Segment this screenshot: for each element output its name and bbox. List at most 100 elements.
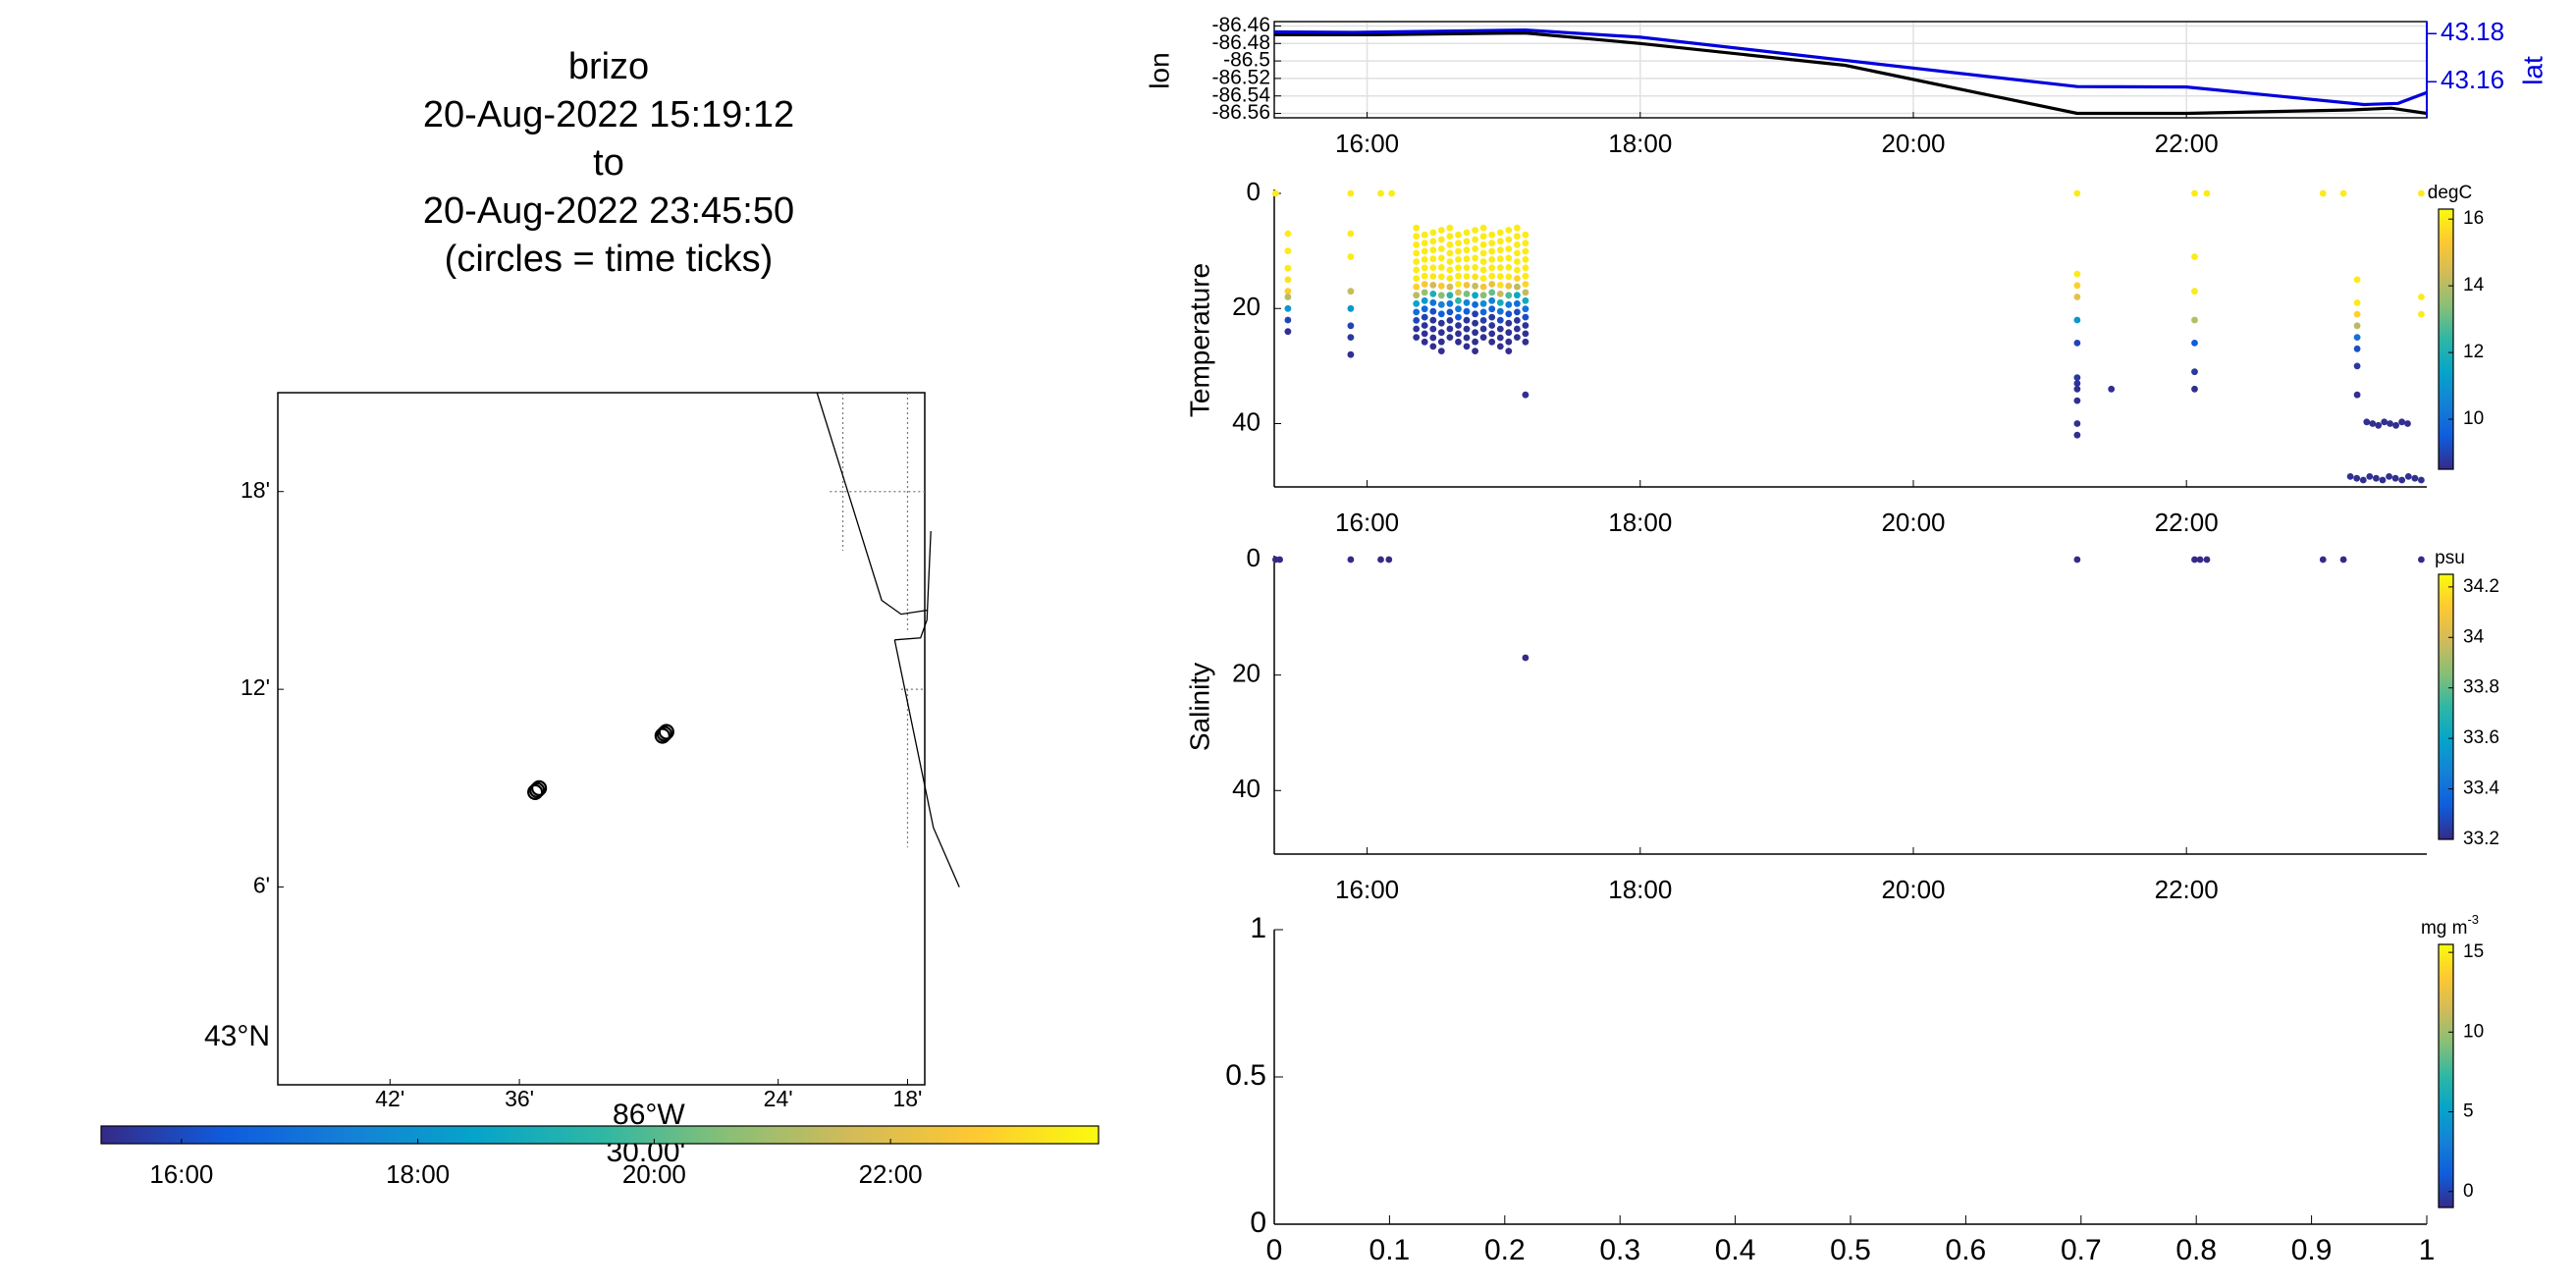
temperature-point: [2404, 420, 2411, 427]
temperature-point: [1514, 283, 1521, 291]
salinity-point: [2191, 556, 2198, 564]
salinity-point: [2203, 556, 2211, 564]
temperature-point: [1429, 325, 1437, 333]
temperature-point: [1514, 317, 1521, 324]
empty-panel-x-tick-label: 0.6: [1946, 1234, 1987, 1266]
temperature-point: [1496, 246, 1504, 254]
temperature-point: [1429, 307, 1437, 315]
salinity-point: [1377, 556, 1384, 564]
temperature-point: [1488, 338, 1496, 346]
temperature-point: [1488, 305, 1496, 313]
empty-panel-y-tick-label: 1: [1250, 912, 1266, 944]
temperature-point: [2353, 299, 2361, 306]
temperature-point: [1347, 322, 1355, 330]
temperature-point: [1472, 273, 1478, 281]
title-line-to: to: [593, 142, 624, 184]
temperature-point: [2381, 418, 2388, 426]
map-lat-degree-label: 43°N: [204, 1020, 270, 1052]
temperature-point: [1437, 310, 1445, 318]
temperature-point: [1522, 247, 1530, 255]
temperature-point: [1446, 241, 1454, 248]
salinity-point: [2339, 556, 2347, 564]
lat-line: [1273, 27, 2428, 107]
temperature-point: [1446, 325, 1454, 333]
temperature-point: [1421, 256, 1428, 263]
temperature-point: [1514, 292, 1521, 299]
temperature-point: [1496, 325, 1504, 333]
temperature-point: [2398, 418, 2406, 426]
temperature-point: [2391, 474, 2399, 482]
temperature-point: [2191, 288, 2198, 295]
temperature-point: [1429, 255, 1437, 263]
temperature-point: [1446, 266, 1454, 274]
figure-title: brizo 20-Aug-2022 15:19:12 to 20-Aug-202…: [402, 43, 815, 284]
temperature-point: [1488, 330, 1496, 338]
temperature-point: [1505, 264, 1513, 271]
temperature-point: [1479, 283, 1487, 291]
temperature-point: [1505, 310, 1513, 318]
temperature-point: [1429, 291, 1437, 297]
empty-panel-x-tick-label: 0.4: [1715, 1234, 1756, 1266]
map-lon-tick-label: 24': [764, 1086, 793, 1111]
empty-panel-x-tick-label: 0.5: [1830, 1234, 1871, 1266]
temperature-point: [1463, 273, 1471, 280]
temperature-point: [1488, 296, 1496, 304]
temperature-point: [1446, 233, 1454, 241]
temperature-point: [1522, 322, 1530, 329]
salinity-cbar-tick-label: 33.8: [2463, 677, 2499, 698]
temperature-point: [1488, 264, 1496, 272]
temperature-point: [1446, 249, 1454, 257]
temperature-point: [1437, 348, 1445, 354]
map-lon-tick-label: 36': [505, 1086, 534, 1111]
temperature-point: [1421, 240, 1428, 247]
temperature-point: [1437, 300, 1445, 308]
temperature-point: [1429, 334, 1437, 342]
temperature-point: [1284, 247, 1292, 254]
temperature-point: [1522, 313, 1530, 321]
temperature-point: [2366, 473, 2374, 480]
temperature-point: [2073, 380, 2081, 387]
empty-panel-cbar-tick-label: 10: [2463, 1021, 2484, 1042]
salinity-point: [2418, 556, 2425, 564]
temperature-colorbar: [2438, 208, 2454, 470]
temperature-point: [1455, 247, 1462, 255]
temperature-point: [1377, 189, 1384, 197]
temperature-point: [1437, 282, 1445, 290]
temperature-point: [1455, 296, 1462, 304]
temperature-point: [1472, 348, 1478, 354]
temperature-point: [1522, 296, 1530, 304]
temperature-point: [2363, 418, 2371, 426]
temperature-point: [1479, 224, 1487, 232]
temperature-point: [1522, 231, 1530, 239]
temperature-point: [1463, 246, 1471, 254]
temperature-point: [1522, 338, 1530, 346]
temperature-point: [1479, 334, 1487, 341]
temperature-point: [1421, 231, 1428, 239]
salinity-point: [2319, 556, 2327, 564]
temperature-point: [1421, 281, 1428, 288]
lonlat-x-tick-label: 18:00: [1608, 129, 1672, 158]
temperature-point: [1421, 272, 1428, 280]
temperature-point: [1514, 325, 1521, 333]
salinity-cbar-tick-label: 34.2: [2463, 576, 2499, 597]
temperature-point: [1413, 317, 1421, 324]
temperature-y-tick-label: 40: [1232, 406, 1261, 436]
temperature-point: [1496, 307, 1504, 315]
temperature-point: [1413, 224, 1421, 232]
salinity-x-tick-label: 16:00: [1335, 875, 1399, 904]
coastline: [893, 639, 960, 887]
salinity-x-tick-label: 22:00: [2155, 875, 2219, 904]
temperature-point: [1347, 189, 1355, 197]
temperature-point: [2191, 316, 2198, 324]
temperature-point: [1347, 253, 1355, 260]
temperature-point: [1488, 281, 1496, 288]
temperature-point: [1429, 229, 1437, 237]
temperature-point: [1514, 224, 1521, 232]
temperature-point: [1455, 264, 1462, 272]
temperature-point: [1284, 230, 1292, 238]
temperature-point: [1413, 233, 1421, 241]
time-tick-circle: [656, 725, 672, 742]
temperature-point: [1479, 325, 1487, 333]
empty-panel-x-tick-label: 0.7: [2061, 1234, 2102, 1266]
lon-line: [1274, 30, 2428, 116]
